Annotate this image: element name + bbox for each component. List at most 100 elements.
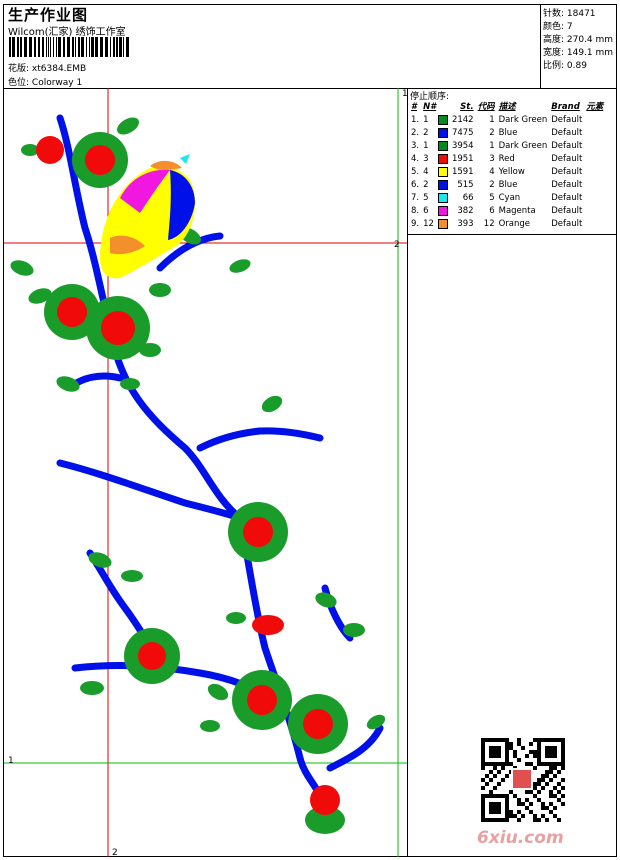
cell-st: 66 <box>462 193 474 203</box>
colorway-label: 色位: <box>8 78 30 88</box>
cell-st: 393 <box>457 219 474 229</box>
cell-desc: Magenta <box>498 206 536 216</box>
column-header: 代码 <box>477 102 495 112</box>
design-file-row: 花版: xt6384.EMB <box>8 61 86 74</box>
color-swatch-cell <box>436 114 450 127</box>
cell-n: 1 <box>423 141 429 151</box>
design-label: 花版: <box>8 64 30 74</box>
table-row: 6. 2 515 2 Blue Default <box>409 179 605 192</box>
color-swatch-cell <box>436 192 450 205</box>
cell-code: 2 <box>489 128 495 138</box>
column-header: # <box>411 102 417 112</box>
table-row: 7. 5 66 5 Cyan Default <box>409 192 605 205</box>
flower-1 <box>72 132 128 188</box>
column-header: 描述 <box>498 102 516 112</box>
table-row: 2. 2 7475 2 Blue Default <box>409 127 605 140</box>
table-divider <box>408 234 617 235</box>
cell-elem <box>584 192 605 205</box>
guide-label-h1: 1 <box>8 756 14 766</box>
cell-brand: Default <box>551 219 583 229</box>
column-header: St. <box>460 102 474 112</box>
guide-label-v1: 1 <box>402 89 408 99</box>
branch-twig-d <box>156 232 224 272</box>
flower-3 <box>44 284 100 340</box>
cell-elem <box>584 218 605 231</box>
color-swatch <box>437 127 448 138</box>
color-swatch <box>437 192 448 203</box>
cell-n: 12 <box>423 219 434 229</box>
qr-code-icon <box>481 738 565 822</box>
column-header: N# <box>423 102 437 112</box>
flower-6 <box>124 628 180 684</box>
flower-8 <box>232 670 292 730</box>
cell-st: 1591 <box>451 167 474 177</box>
table-row: 3. 1 3954 1 Dark Green Default <box>409 140 605 153</box>
design-width: 宽度: 149.1 mm <box>543 48 614 58</box>
cell-elem <box>584 179 605 192</box>
cell-elem <box>584 153 605 166</box>
cell-code: 1 <box>489 115 495 125</box>
stop-sequence-title: 停止顺序: <box>410 92 450 102</box>
color-swatch-cell <box>436 153 450 166</box>
branch-middle <box>106 324 244 522</box>
color-swatch <box>437 218 448 229</box>
cell-st: 3954 <box>451 141 474 151</box>
column-header: 元素 <box>586 102 604 112</box>
panel-divider <box>407 88 408 857</box>
cell-elem <box>584 114 605 127</box>
cell-code: 5 <box>489 193 495 203</box>
cell-brand: Default <box>551 128 583 138</box>
cell-desc: Blue <box>498 180 518 190</box>
design-height: 高度: 270.4 mm <box>543 35 614 45</box>
barcode-icon <box>9 37 129 57</box>
cell-idx: 9. <box>411 219 420 229</box>
design-scale: 比例: 0.89 <box>543 61 587 71</box>
cell-idx: 8. <box>411 206 420 216</box>
info-divider <box>540 4 541 88</box>
flower-4 <box>86 296 150 360</box>
table-row: 4. 3 1951 3 Red Default <box>409 153 605 166</box>
cell-elem <box>584 205 605 218</box>
cell-n: 6 <box>423 206 429 216</box>
cell-elem <box>584 140 605 153</box>
cell-n: 2 <box>423 128 429 138</box>
cell-idx: 7. <box>411 193 420 203</box>
cell-elem <box>584 166 605 179</box>
cell-st: 2142 <box>451 115 474 125</box>
header-divider <box>3 88 617 89</box>
cell-desc: Cyan <box>498 193 521 203</box>
flower-group <box>36 132 348 815</box>
cell-n: 1 <box>423 115 429 125</box>
column-header: Brand <box>551 102 580 112</box>
stitch-count: 针数: 18471 <box>543 9 596 19</box>
cell-code: 3 <box>489 154 495 164</box>
color-swatch-cell <box>436 218 450 231</box>
cell-brand: Default <box>551 141 583 151</box>
cell-desc: Red <box>498 154 515 164</box>
cell-brand: Default <box>551 180 583 190</box>
branch-left <box>56 459 244 522</box>
color-swatch-cell <box>436 205 450 218</box>
color-swatch <box>437 140 448 151</box>
cell-code: 2 <box>489 180 495 190</box>
flower-9 <box>288 694 348 754</box>
cell-idx: 1. <box>411 115 420 125</box>
cell-elem <box>584 127 605 140</box>
flower-2 <box>36 136 64 164</box>
cell-brand: Default <box>551 167 583 177</box>
cell-n: 5 <box>423 193 429 203</box>
cell-idx: 4. <box>411 154 420 164</box>
cell-desc: Dark Green <box>498 141 548 151</box>
cell-st: 515 <box>457 180 474 190</box>
color-swatch <box>437 114 448 125</box>
cell-idx: 2. <box>411 128 420 138</box>
flower-10 <box>310 785 340 815</box>
cell-st: 1951 <box>451 154 474 164</box>
cell-code: 6 <box>489 206 495 216</box>
branch-top <box>56 114 114 332</box>
cell-desc: Orange <box>498 219 531 229</box>
branch-twig-c <box>326 724 384 772</box>
cell-n: 2 <box>423 180 429 190</box>
leaf-group <box>10 117 386 834</box>
embroidery-preview <box>4 88 407 857</box>
